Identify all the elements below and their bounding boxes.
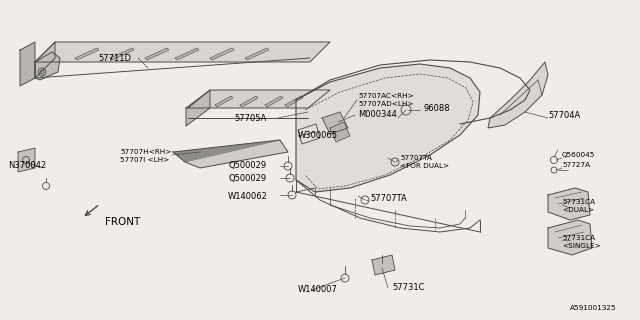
Polygon shape	[188, 90, 330, 108]
Text: 57731CA: 57731CA	[562, 235, 595, 241]
Polygon shape	[186, 90, 210, 126]
Text: W300065: W300065	[298, 131, 338, 140]
Text: 57707I <LH>: 57707I <LH>	[120, 157, 169, 163]
Polygon shape	[35, 42, 330, 62]
Polygon shape	[210, 48, 234, 60]
Polygon shape	[330, 122, 350, 142]
Polygon shape	[173, 140, 288, 168]
Text: 96088: 96088	[423, 103, 450, 113]
Text: 57731C: 57731C	[392, 284, 424, 292]
Polygon shape	[110, 48, 134, 60]
Polygon shape	[548, 220, 592, 255]
Polygon shape	[35, 52, 60, 80]
Polygon shape	[240, 96, 258, 107]
Polygon shape	[20, 42, 35, 86]
Polygon shape	[175, 48, 199, 60]
Polygon shape	[35, 42, 55, 78]
Text: Q500029: Q500029	[228, 173, 266, 182]
Polygon shape	[215, 96, 233, 107]
Polygon shape	[548, 188, 590, 220]
Polygon shape	[245, 48, 269, 60]
Text: 57704A: 57704A	[548, 110, 580, 119]
Text: W140062: W140062	[228, 191, 268, 201]
Text: 57707TA: 57707TA	[400, 155, 432, 161]
Polygon shape	[145, 48, 169, 60]
Polygon shape	[372, 255, 395, 275]
Text: A591001325: A591001325	[570, 305, 616, 311]
Polygon shape	[285, 96, 303, 107]
Text: <DUAL>: <DUAL>	[562, 207, 594, 213]
Polygon shape	[488, 62, 548, 128]
Polygon shape	[75, 48, 99, 60]
Text: W140007: W140007	[298, 285, 338, 294]
Text: <SINGLE>: <SINGLE>	[562, 243, 601, 249]
Text: M000344: M000344	[358, 109, 397, 118]
Polygon shape	[298, 124, 320, 144]
Text: FRONT: FRONT	[105, 217, 140, 227]
Text: N370042: N370042	[8, 161, 46, 170]
Text: 57707H<RH>: 57707H<RH>	[120, 149, 172, 155]
Polygon shape	[322, 112, 348, 134]
Text: Q560045: Q560045	[562, 152, 595, 158]
Polygon shape	[296, 64, 480, 192]
Text: 57707AC<RH>: 57707AC<RH>	[358, 93, 413, 99]
Text: 57731CA: 57731CA	[562, 199, 595, 205]
Text: 57727A: 57727A	[562, 162, 590, 168]
Text: 57707TA: 57707TA	[370, 194, 407, 203]
Polygon shape	[18, 148, 35, 172]
Text: 57707AD<LH>: 57707AD<LH>	[358, 101, 413, 107]
Text: Q500029: Q500029	[228, 161, 266, 170]
Text: <FOR DUAL>: <FOR DUAL>	[400, 163, 449, 169]
Text: 57711D: 57711D	[98, 53, 131, 62]
Text: 57705A: 57705A	[234, 114, 266, 123]
Polygon shape	[265, 96, 283, 107]
